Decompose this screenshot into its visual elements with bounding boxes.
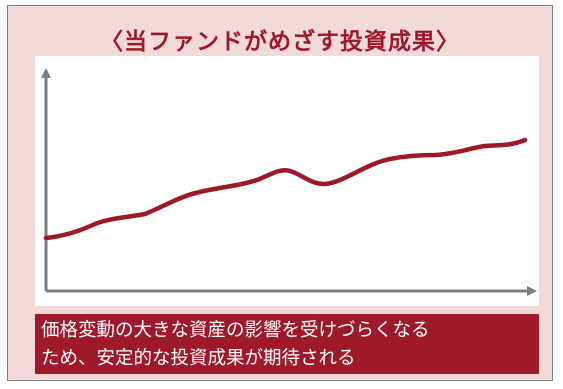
diagram-title: 〈当ファンドがめざす投資成果〉 [100, 29, 460, 55]
performance-diagram [41, 68, 537, 296]
chart-panel [35, 56, 539, 306]
caption-line-2: ため、安定的な投資成果が期待される [41, 348, 356, 369]
caption-line-1: 価格変動の大きな資産の影響を受けづらくなる [41, 320, 430, 341]
performance-curve [43, 137, 528, 241]
illustration-frame: 〈当ファンドがめざす投資成果〉 価格変動の大きな資産の影響を受けづらくなる ため… [7, 5, 553, 381]
caption-box: 価格変動の大きな資産の影響を受けづらくなる ため、安定的な投資成果が期待される [35, 314, 539, 374]
